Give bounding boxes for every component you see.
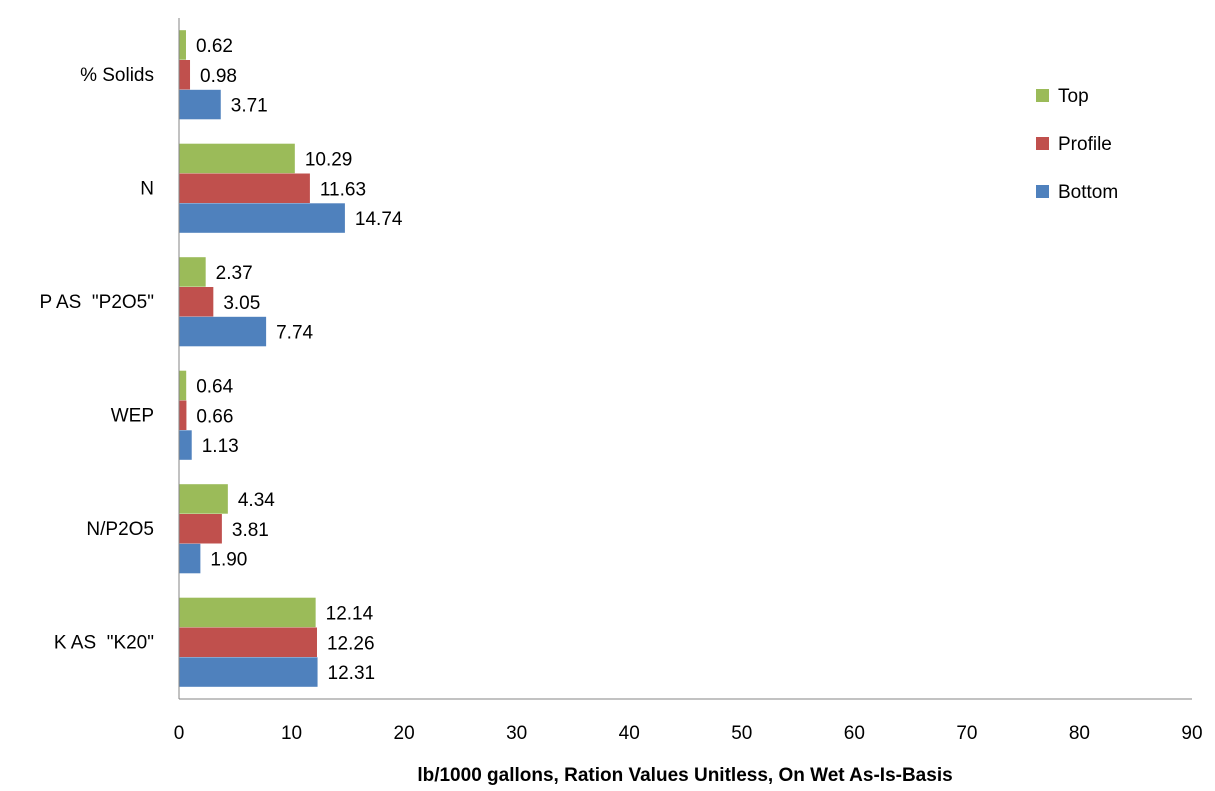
x-tick-label-7: 70 xyxy=(956,723,977,744)
x-tick-label-4: 40 xyxy=(619,723,640,744)
legend-swatch-top xyxy=(1036,89,1049,102)
x-tick-label-6: 60 xyxy=(844,723,865,744)
bar-bottom-5 xyxy=(179,657,318,687)
data-label-profile-3: 0.66 xyxy=(196,406,233,427)
data-labels-layer: 0.62 0.98 3.71 10.29 11.63 14.74 2.37 3.05 7.74 0… xyxy=(196,36,403,684)
category-label-4: N/P2O5 xyxy=(86,519,154,540)
data-label-top-0: 0.62 xyxy=(196,36,233,57)
category-label-1: N xyxy=(140,178,154,199)
x-tick-labels-layer: 0 10 20 30 40 50 60 70 80 90 xyxy=(174,723,1203,744)
bar-bottom-1 xyxy=(179,203,345,233)
bar-bottom-3 xyxy=(179,430,192,460)
bar-profile-1 xyxy=(179,173,310,203)
category-labels-layer: % Solids N P AS "P2O5" WEP N/P2O5 K AS "K20" xyxy=(39,65,154,654)
data-label-bottom-2: 7.74 xyxy=(276,323,313,344)
bar-profile-4 xyxy=(179,514,222,544)
bar-profile-5 xyxy=(179,627,317,657)
data-label-bottom-4: 1.90 xyxy=(210,550,247,571)
data-label-top-3: 0.64 xyxy=(196,376,233,397)
bar-profile-2 xyxy=(179,287,214,317)
data-label-profile-1: 11.63 xyxy=(320,179,366,200)
data-label-profile-5: 12.26 xyxy=(327,633,375,654)
bar-bottom-0 xyxy=(179,89,221,120)
data-label-profile-2: 3.05 xyxy=(223,293,260,314)
category-label-3: WEP xyxy=(111,405,154,426)
x-tick-label-2: 20 xyxy=(394,723,415,744)
data-label-profile-4: 3.81 xyxy=(232,520,269,541)
bar-bottom-2 xyxy=(179,316,267,347)
bar-top-5 xyxy=(179,597,316,628)
category-label-0: % Solids xyxy=(80,65,154,86)
data-label-top-2: 2.37 xyxy=(216,263,253,284)
data-label-top-4: 4.34 xyxy=(238,490,275,511)
legend: Top Profile Bottom xyxy=(1036,86,1118,203)
bars-layer xyxy=(179,30,345,687)
legend-swatch-bottom xyxy=(1036,185,1049,198)
data-label-profile-0: 0.98 xyxy=(200,66,237,87)
x-tick-label-0: 0 xyxy=(174,723,185,744)
bar-top-2 xyxy=(179,257,206,287)
x-tick-label-5: 50 xyxy=(731,723,752,744)
data-label-bottom-0: 3.71 xyxy=(231,96,268,117)
x-tick-label-8: 80 xyxy=(1069,723,1090,744)
bar-top-4 xyxy=(179,484,228,514)
data-label-top-5: 12.14 xyxy=(326,603,374,624)
data-label-bottom-3: 1.13 xyxy=(202,436,239,457)
x-tick-label-1: 10 xyxy=(281,723,302,744)
data-label-bottom-1: 14.74 xyxy=(355,209,403,230)
legend-label-profile: Profile xyxy=(1058,134,1112,155)
legend-swatch-profile xyxy=(1036,137,1049,150)
x-tick-label-9: 90 xyxy=(1181,723,1202,744)
bar-top-3 xyxy=(179,370,187,401)
axes-layer xyxy=(178,18,1192,700)
bar-bottom-4 xyxy=(179,543,201,574)
bar-profile-3 xyxy=(179,400,187,430)
category-label-2: P AS "P2O5" xyxy=(39,292,154,313)
category-label-5: K AS "K20" xyxy=(54,632,154,653)
data-label-bottom-5: 12.31 xyxy=(328,663,376,684)
bar-top-1 xyxy=(179,143,295,174)
legend-label-bottom: Bottom xyxy=(1058,182,1118,203)
x-tick-label-3: 30 xyxy=(506,723,527,744)
legend-label-top: Top xyxy=(1058,86,1089,107)
bar-profile-0 xyxy=(179,60,191,90)
data-label-top-1: 10.29 xyxy=(305,149,353,170)
x-axis-title: lb/1000 gallons, Ration Values Unitless,… xyxy=(417,765,952,786)
bar-top-0 xyxy=(179,30,186,60)
